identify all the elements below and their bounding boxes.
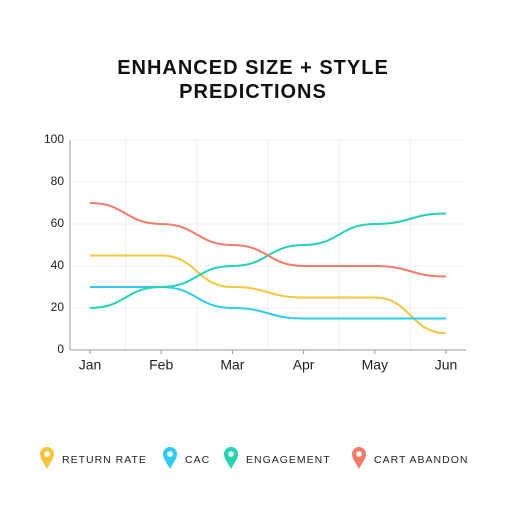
legend-marker-hole (356, 451, 362, 457)
legend-marker (40, 447, 54, 469)
legend-label: CART ABANDON (374, 454, 468, 466)
y-tick-label: 60 (51, 216, 65, 230)
line (89, 202, 447, 278)
legend-marker-hole (44, 451, 50, 457)
legend-label: RETURN RATE (62, 454, 147, 466)
legend-label: ENGAGEMENT (246, 454, 331, 466)
x-tick-label: Feb (149, 357, 173, 373)
legend-marker (163, 447, 177, 469)
legend-marker (352, 447, 366, 469)
legend-label: CAC (185, 454, 210, 466)
x-tick-label: Apr (293, 357, 315, 373)
y-tick-label: 20 (51, 300, 65, 314)
x-tick-label: Mar (220, 357, 244, 373)
x-tick-label: Jun (435, 357, 458, 373)
x-tick-label: Jan (79, 357, 102, 373)
y-tick-label: 40 (51, 258, 65, 272)
legend-marker-hole (228, 451, 234, 457)
line (90, 254, 447, 335)
x-tick-label: May (362, 357, 388, 373)
y-tick-label: 100 (44, 132, 64, 146)
legend-marker (224, 447, 238, 469)
y-tick-label: 80 (51, 174, 65, 188)
y-tick-label: 0 (57, 342, 64, 356)
legend-marker-hole (167, 451, 173, 457)
chart-title: ENHANCED SIZE + STYLE PREDICTIONS (117, 57, 389, 103)
